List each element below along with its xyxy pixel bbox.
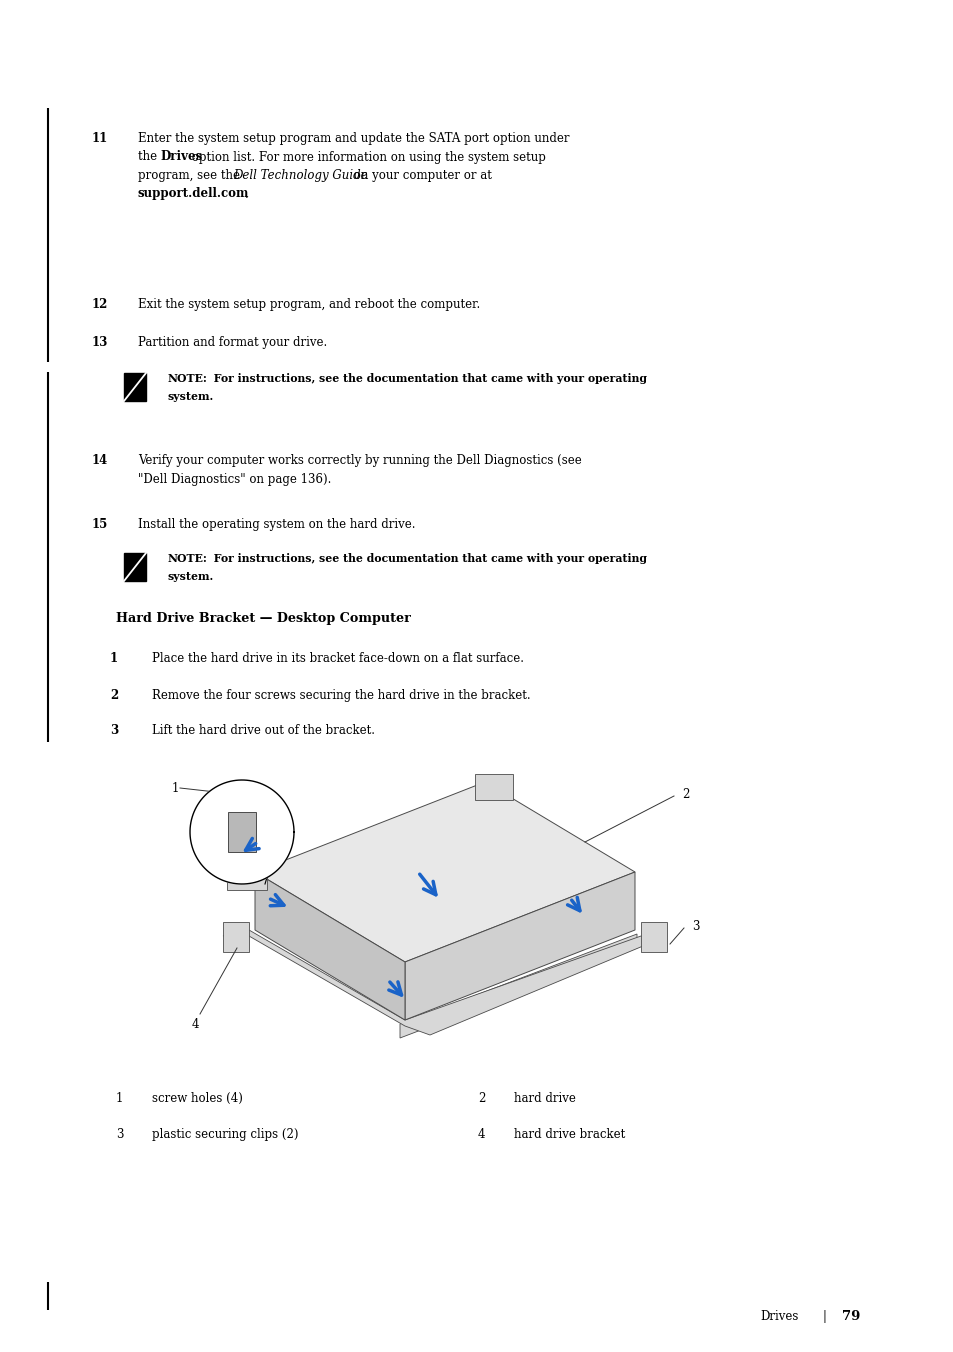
Text: support.dell.com: support.dell.com bbox=[138, 188, 249, 200]
Text: Partition and format your drive.: Partition and format your drive. bbox=[138, 337, 327, 349]
Text: Drives: Drives bbox=[760, 1310, 798, 1324]
Text: program, see the: program, see the bbox=[138, 169, 244, 183]
Text: .: . bbox=[245, 188, 249, 200]
Text: hard drive: hard drive bbox=[514, 1092, 576, 1105]
Text: 1: 1 bbox=[116, 1092, 123, 1105]
FancyBboxPatch shape bbox=[124, 373, 146, 402]
Polygon shape bbox=[254, 872, 405, 1019]
Text: 13: 13 bbox=[91, 337, 109, 349]
Text: Dell Technology Guide: Dell Technology Guide bbox=[233, 169, 367, 183]
Text: Place the hard drive in its bracket face-down on a flat surface.: Place the hard drive in its bracket face… bbox=[152, 652, 523, 665]
Text: 2: 2 bbox=[477, 1092, 485, 1105]
Text: 79: 79 bbox=[841, 1310, 860, 1324]
Text: Exit the system setup program, and reboot the computer.: Exit the system setup program, and reboo… bbox=[138, 297, 479, 311]
Text: hard drive bracket: hard drive bracket bbox=[514, 1128, 624, 1141]
Polygon shape bbox=[190, 780, 294, 884]
Text: screw holes (4): screw holes (4) bbox=[152, 1092, 243, 1105]
Text: the: the bbox=[138, 150, 161, 164]
Text: Install the operating system on the hard drive.: Install the operating system on the hard… bbox=[138, 518, 416, 531]
Text: system.: system. bbox=[168, 391, 214, 402]
Text: NOTE:: NOTE: bbox=[168, 373, 208, 384]
Text: Lift the hard drive out of the bracket.: Lift the hard drive out of the bracket. bbox=[152, 725, 375, 737]
Text: "Dell Diagnostics" on page 136).: "Dell Diagnostics" on page 136). bbox=[138, 472, 331, 485]
Text: Enter the system setup program and update the SATA port option under: Enter the system setup program and updat… bbox=[138, 132, 569, 145]
Text: 3: 3 bbox=[116, 1128, 123, 1141]
Text: on your computer or at: on your computer or at bbox=[350, 169, 492, 183]
Text: 11: 11 bbox=[91, 132, 108, 145]
Text: Verify your computer works correctly by running the Dell Diagnostics (see: Verify your computer works correctly by … bbox=[138, 454, 581, 466]
Text: 2: 2 bbox=[110, 690, 118, 702]
FancyBboxPatch shape bbox=[228, 813, 255, 852]
Polygon shape bbox=[475, 773, 513, 800]
Polygon shape bbox=[640, 922, 666, 952]
Text: Hard Drive Bracket — Desktop Computer: Hard Drive Bracket — Desktop Computer bbox=[116, 612, 411, 625]
Text: 15: 15 bbox=[91, 518, 108, 531]
Polygon shape bbox=[223, 930, 666, 1036]
Text: Drives: Drives bbox=[160, 150, 203, 164]
Text: For instructions, see the documentation that came with your operating: For instructions, see the documentation … bbox=[210, 553, 646, 564]
Polygon shape bbox=[254, 781, 635, 963]
Text: 1: 1 bbox=[172, 781, 179, 795]
Text: 4: 4 bbox=[192, 1018, 199, 1032]
Text: For instructions, see the documentation that came with your operating: For instructions, see the documentation … bbox=[210, 373, 646, 384]
Text: 12: 12 bbox=[91, 297, 109, 311]
Text: system.: system. bbox=[168, 571, 214, 581]
Text: 3: 3 bbox=[110, 725, 118, 737]
Text: 2: 2 bbox=[681, 788, 689, 800]
Text: 14: 14 bbox=[91, 454, 108, 466]
Text: option list. For more information on using the system setup: option list. For more information on usi… bbox=[189, 150, 546, 164]
Text: 1: 1 bbox=[110, 652, 118, 665]
Text: |: | bbox=[821, 1310, 825, 1324]
Polygon shape bbox=[223, 922, 249, 952]
Polygon shape bbox=[405, 872, 635, 1019]
Text: Remove the four screws securing the hard drive in the bracket.: Remove the four screws securing the hard… bbox=[152, 690, 530, 702]
FancyBboxPatch shape bbox=[124, 553, 146, 581]
Polygon shape bbox=[399, 934, 637, 1038]
Polygon shape bbox=[227, 860, 267, 890]
Text: 4: 4 bbox=[477, 1128, 485, 1141]
Text: plastic securing clips (2): plastic securing clips (2) bbox=[152, 1128, 298, 1141]
Text: 3: 3 bbox=[691, 919, 699, 933]
Text: NOTE:: NOTE: bbox=[168, 553, 208, 564]
